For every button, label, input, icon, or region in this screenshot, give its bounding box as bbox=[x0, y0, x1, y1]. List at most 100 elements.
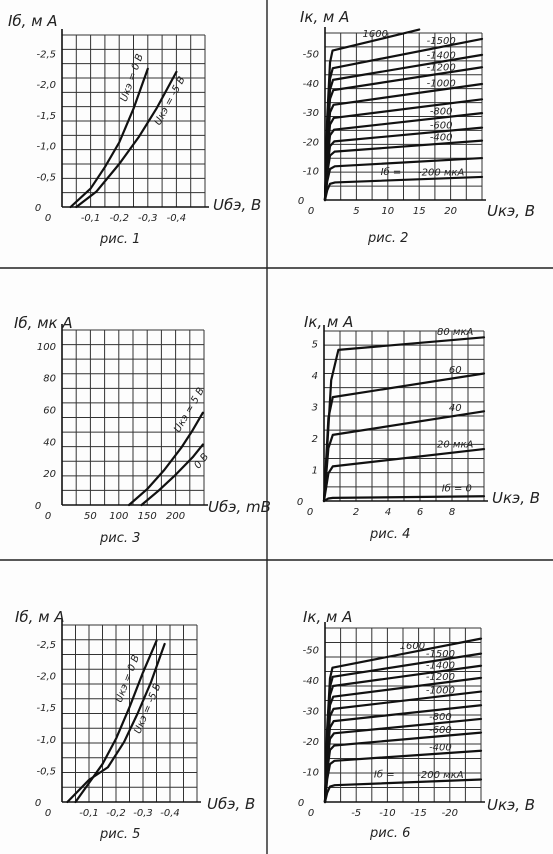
series-label: -1500 bbox=[427, 36, 456, 47]
series-label: -200 мкA bbox=[417, 770, 463, 781]
series-curve bbox=[322, 372, 486, 503]
y-tick-label: 100 bbox=[37, 342, 56, 353]
series-label: Iб = 0 bbox=[442, 483, 472, 495]
y-tick-label: -50 bbox=[303, 50, 319, 61]
x-tick-label: -0,2 bbox=[106, 808, 126, 819]
y-tick-label: -10 bbox=[303, 767, 319, 778]
y-tick-label: -20 bbox=[303, 137, 319, 148]
series-curve bbox=[69, 67, 149, 209]
base-current-annotation: Iб = bbox=[381, 166, 402, 178]
x-tick-label: 2 bbox=[353, 507, 359, 518]
y-tick-label: 80 bbox=[43, 374, 56, 385]
series-label: -1000 bbox=[427, 79, 456, 90]
y-tick-label: -1,5 bbox=[36, 111, 56, 122]
x-tick-label: -20 bbox=[442, 808, 458, 819]
x-tick-label: 100 bbox=[109, 511, 128, 522]
series-label: 60 bbox=[449, 365, 462, 376]
series-curve bbox=[323, 175, 484, 202]
x-tick-label: 5 bbox=[353, 206, 359, 217]
grid bbox=[61, 34, 206, 208]
x-tick-label: 0 bbox=[45, 808, 51, 819]
series-curve bbox=[127, 411, 204, 507]
chart-panel-5: 0 -0,1 -0,2 -0,3 -0,4 -0,5 -1,0 -1,5 -2,0 -2,5 0 Iб… bbox=[15, 608, 255, 842]
origin-label: 0 bbox=[297, 497, 303, 508]
y-tick-label: 1 bbox=[312, 466, 318, 477]
x-tick-label: 6 bbox=[417, 507, 423, 518]
series-label: -800 bbox=[430, 107, 453, 118]
y-axis-label: Iб, м A bbox=[8, 12, 58, 30]
series-label: -1400 bbox=[426, 660, 455, 671]
x-tick-label: -0,1 bbox=[81, 213, 101, 224]
y-tick-label: -30 bbox=[303, 706, 319, 717]
x-tick-label: 0 bbox=[307, 507, 313, 518]
x-tick-label: 0 bbox=[308, 808, 314, 819]
y-tick-label: -40 bbox=[303, 676, 319, 687]
figure-caption: рис. 6 bbox=[369, 826, 410, 841]
grid bbox=[324, 32, 483, 201]
y-tick-label: -10 bbox=[303, 167, 319, 178]
series-label: -1200 bbox=[426, 672, 455, 683]
series-curve bbox=[322, 447, 486, 503]
x-axis-label: Uкэ, B bbox=[487, 796, 535, 814]
y-tick-label: 3 bbox=[312, 403, 318, 414]
y-tick-label: -1,0 bbox=[36, 735, 56, 746]
y-tick-label: -2,0 bbox=[36, 80, 56, 91]
x-axis-label: Uкэ, B bbox=[492, 489, 540, 507]
x-tick-label: -0,1 bbox=[79, 808, 99, 819]
series-label: -200 мкA bbox=[418, 167, 464, 178]
x-tick-label: -0,3 bbox=[138, 213, 158, 224]
chart-panel-2: 0 5 10 15 20 -10 -20 -30 -40 -50 0 Iк, м A Uкэ, B рис… bbox=[298, 8, 535, 246]
series-label: -600 bbox=[429, 725, 452, 736]
series-curve bbox=[74, 639, 158, 804]
chart-panel-3: 0 50 100 150 200 20 40 60 80 100 0 Iб, мк A Uбэ, mB р… bbox=[14, 314, 271, 546]
y-tick-label: -2,5 bbox=[36, 640, 56, 651]
series-label: 20 мкA bbox=[437, 440, 473, 451]
origin-label: 0 bbox=[35, 501, 41, 512]
series-label: 40 bbox=[449, 403, 462, 414]
y-axis-label: Iб, мк A bbox=[14, 314, 73, 332]
series-curve bbox=[322, 410, 486, 503]
y-axis-label: Iк, м A bbox=[304, 313, 353, 331]
y-tick-label: -2,5 bbox=[36, 49, 56, 60]
y-tick-label: 20 bbox=[43, 469, 56, 480]
series-label: -1000 bbox=[426, 685, 455, 696]
x-axis-label: Uкэ, B bbox=[487, 202, 535, 220]
x-tick-label: 10 bbox=[381, 206, 394, 217]
y-tick-label: 40 bbox=[43, 437, 56, 448]
x-tick-label: -0,3 bbox=[133, 808, 153, 819]
y-tick-label: 60 bbox=[43, 406, 56, 417]
x-tick-label: 0 bbox=[308, 206, 314, 217]
x-axis-label: Uбэ, B bbox=[213, 196, 261, 214]
figure-caption: рис. 3 bbox=[99, 531, 140, 546]
y-tick-label: 4 bbox=[312, 371, 318, 382]
series-label: -1200 bbox=[427, 63, 456, 74]
origin-label: 0 bbox=[35, 798, 41, 809]
y-tick-label: -30 bbox=[303, 108, 319, 119]
y-tick-label: -1,5 bbox=[36, 703, 56, 714]
x-tick-label: 0 bbox=[45, 213, 51, 224]
series-curve bbox=[66, 642, 166, 804]
series-curve bbox=[323, 749, 483, 804]
series-curve bbox=[140, 443, 204, 507]
series-label: Uкэ = 0 B bbox=[114, 653, 142, 704]
figure-caption: рис. 5 bbox=[99, 827, 140, 842]
grid bbox=[61, 624, 198, 803]
series-curve bbox=[323, 778, 483, 804]
chart-panel-4: 0 2 4 6 8 1 2 3 4 5 0 Iк, м A Uкэ, B рис. 4 80 мкA 60 40… bbox=[297, 313, 540, 542]
origin-label: 0 bbox=[35, 203, 41, 214]
series-label: -400 bbox=[430, 133, 453, 144]
chart-panels: 0 -0,1 -0,2 -0,3 -0,4 -0,5 -1,0 -1,5 -2,0 -2,5 0 Iб… bbox=[8, 8, 540, 842]
series-curve bbox=[75, 70, 178, 209]
y-tick-label: -20 bbox=[303, 737, 319, 748]
y-tick-label: -2,0 bbox=[36, 672, 56, 683]
figure-caption: рис. 2 bbox=[367, 231, 408, 246]
x-tick-label: 0 bbox=[45, 511, 51, 522]
x-tick-label: -15 bbox=[410, 808, 426, 819]
series-label: 1600 bbox=[400, 641, 425, 652]
origin-label: 0 bbox=[298, 798, 304, 809]
x-tick-label: 50 bbox=[84, 511, 97, 522]
series-curve bbox=[323, 156, 484, 202]
y-tick-label: -1,0 bbox=[36, 142, 56, 153]
figure-caption: рис. 4 bbox=[369, 527, 410, 542]
